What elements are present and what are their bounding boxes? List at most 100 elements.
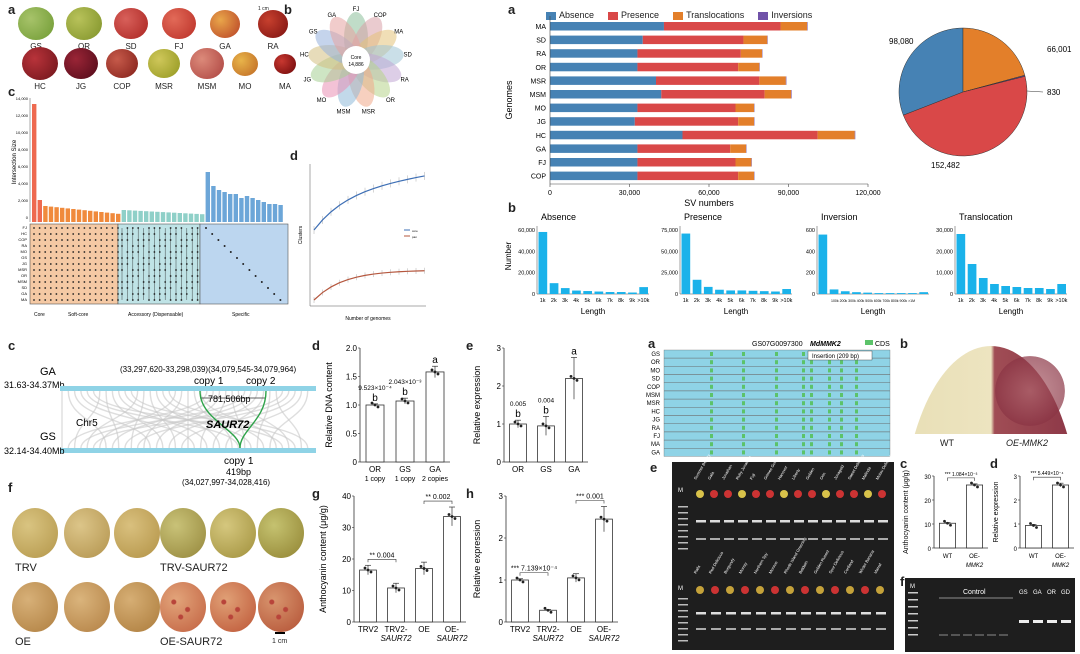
hist-ytick: 20,000 <box>518 271 535 277</box>
hist-xtick: 2k <box>694 298 700 304</box>
align-row-label: RA <box>652 426 660 432</box>
bar-ytick: 10 <box>342 587 351 596</box>
synteny-copy2: copy 2 <box>246 376 276 387</box>
bar <box>966 484 984 549</box>
upset-bar <box>71 209 76 222</box>
upset-bar <box>200 214 205 222</box>
hist-xtick: 3k <box>562 298 568 304</box>
bar-ytick: 20 <box>342 555 351 564</box>
hist-xtick: 3k <box>705 298 711 304</box>
upset-genome-label: GA <box>21 291 27 296</box>
hist-xtick: 6k <box>739 298 745 304</box>
upset-bar <box>138 210 143 222</box>
sv-genome-label: MO <box>535 106 547 113</box>
hist-bar <box>908 293 917 294</box>
hist-xtick: 6k <box>1014 298 1020 304</box>
bar-ytick: 2 <box>497 382 502 391</box>
hist-ytick: 200 <box>806 271 815 277</box>
label-oe-saur72: OE-SAUR72 <box>160 636 223 648</box>
hist-bar <box>639 287 648 294</box>
sv-bar-presence <box>682 130 818 140</box>
synteny-gene: SAUR72 <box>206 419 249 431</box>
hist-xtick: 4k <box>716 298 722 304</box>
upset-bar <box>211 186 216 222</box>
apple-label-fj: FJ <box>174 42 184 51</box>
upset-bar <box>99 212 104 222</box>
bar-ytick: 0 <box>353 458 358 467</box>
bar-ytick: 0.5 <box>346 430 358 439</box>
bar-ylabel: Anthocyanin content (μg/g) <box>318 505 328 613</box>
bar-pval: 2.043×10⁻³ <box>389 379 423 386</box>
gel-lane-label: Cortland <box>843 559 855 575</box>
align-row-label: OR <box>651 360 661 366</box>
upset-section-accessory: Accessory (Dispensable) <box>128 312 184 318</box>
petal-label-ra: RA <box>400 77 408 83</box>
bar <box>443 516 461 623</box>
petal-core <box>342 46 370 74</box>
fruit-photo <box>258 508 304 558</box>
sv-bar-translocations <box>735 158 752 167</box>
sv-legend: Absence Presence Translocations Inversions <box>546 5 826 23</box>
panel-letter-a: a <box>8 2 16 17</box>
panel-letter-b: b <box>284 2 292 17</box>
legend-absence-swatch <box>546 11 556 20</box>
pie-label-translocations: 66,001 <box>1047 45 1072 54</box>
upset-bar <box>172 212 177 222</box>
bar-xtick: GS <box>540 465 552 474</box>
hist-bar <box>703 286 713 294</box>
sv-bar-inversions <box>785 76 787 85</box>
bar <box>415 568 433 623</box>
upset-bar <box>149 211 154 222</box>
bar-xtick-sub: MMK2 <box>966 563 984 569</box>
hist-bar <box>1046 289 1055 294</box>
hist-bar <box>919 292 928 294</box>
hist-title: Inversion <box>821 212 858 222</box>
hist-title: Absence <box>541 212 576 222</box>
upset-bar <box>160 212 166 222</box>
upset-ytick: 0 <box>26 215 29 220</box>
hist-bar <box>759 291 769 294</box>
gel-f-lane-label: OR <box>1047 590 1057 596</box>
bar-xtick: TRV2- <box>385 625 408 634</box>
pie-slice-translocations <box>962 27 1026 93</box>
hist-ytick: 40,000 <box>518 249 535 255</box>
hist-bar <box>1034 288 1044 294</box>
upset-bar <box>121 210 126 222</box>
sv-xtick: 90,000 <box>778 190 800 197</box>
apple-label-ra: RA <box>267 42 279 51</box>
sv-xtick: 60,000 <box>698 190 720 197</box>
panel-letter-sv-b: b <box>508 200 516 215</box>
sv-genome-label: HC <box>536 133 546 140</box>
legend-inversions-swatch <box>758 11 769 20</box>
sv-bar-presence <box>634 117 739 126</box>
upset-ytick: 12,000 <box>16 113 29 118</box>
curve-xlabel: Number of genomes <box>345 316 391 322</box>
panel-letter-sv-a: a <box>508 2 516 17</box>
hist-xtick: 2k <box>969 298 975 304</box>
bar <box>395 400 415 463</box>
upset-ytick: 2,000 <box>18 198 29 203</box>
sig-label: ** 0.002 <box>426 494 451 501</box>
bar-xtick: OE- <box>445 625 460 634</box>
scale-small: 1 cm <box>258 6 269 12</box>
hist-bar <box>572 290 581 294</box>
petal-core-value: 14,886 <box>348 62 364 68</box>
synteny-bottom-name: GS <box>40 431 56 443</box>
gel-lane-label: Ralls <box>693 564 702 574</box>
hist-xtick: 8k <box>1036 298 1042 304</box>
hist-xtick: 100k 200k 300k 400k 500k 600k 700k 800k … <box>831 299 915 303</box>
bar-xtick: OE- <box>1055 554 1066 560</box>
petal-label-msr: MSR <box>362 109 376 115</box>
sig-label: *** 5.449×10⁻⁴ <box>1030 471 1063 477</box>
sv-genome-label: COP <box>531 174 547 181</box>
sv-bar-translocations <box>759 76 786 85</box>
hist-ylabel: Number <box>504 241 513 270</box>
sv-bar-inversions <box>807 22 808 31</box>
bar-letter: b <box>543 405 549 416</box>
gel-lane-label: Idared <box>873 562 883 574</box>
gel-lane-label: Gala <box>707 470 716 480</box>
hist-xlabel: Length <box>999 307 1023 316</box>
sig-bracket <box>519 572 549 576</box>
panel-letter-g: g <box>312 486 320 501</box>
apple-ra <box>258 10 288 38</box>
